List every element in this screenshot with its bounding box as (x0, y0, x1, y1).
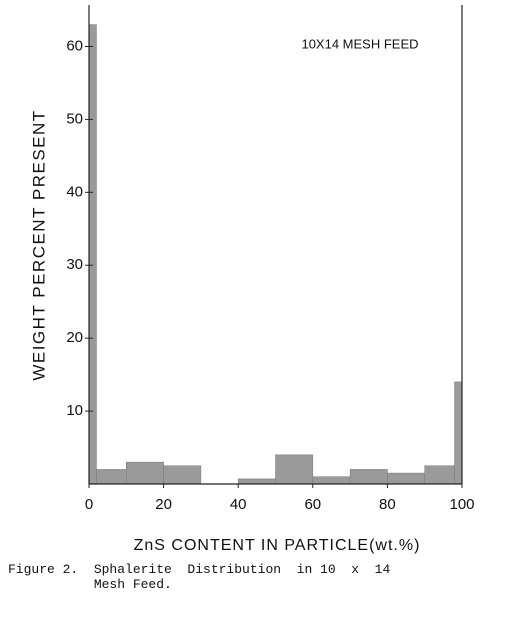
y-tick-label: 10 (66, 402, 83, 419)
annotation: 10X14 MESH FEED (301, 36, 418, 51)
bar (424, 465, 455, 485)
x-tick-label: 0 (85, 496, 93, 513)
y-tick-label: 20 (66, 329, 83, 346)
x-tick-label: 40 (230, 496, 247, 513)
bar (237, 478, 276, 485)
x-axis-label: ZnS CONTENT IN PARTICLE(wt.%) (134, 537, 421, 554)
y-tick-label: 60 (66, 37, 83, 54)
caption: Figure 2. Sphalerite Distribution in 10 … (8, 562, 391, 592)
x-tick-label: 80 (379, 496, 396, 513)
bar (349, 469, 388, 485)
chart: 10X14 MESH FEED ZnS CONTENT IN PARTICLE(… (29, 5, 475, 554)
bar (126, 461, 164, 485)
bar (88, 24, 97, 485)
y-tick-label: 40 (66, 183, 83, 200)
bar (454, 381, 463, 485)
x-tick-label: 20 (155, 496, 172, 513)
bar (275, 454, 314, 485)
bar (96, 469, 127, 485)
bar (163, 465, 202, 485)
bar (312, 476, 351, 485)
y-tick-label: 30 (66, 256, 83, 273)
bar (387, 472, 425, 485)
x-tick-label: 60 (304, 496, 321, 513)
x-tick-label: 100 (449, 496, 474, 513)
y-tick-label: 50 (66, 110, 83, 127)
y-axis-label: WEIGHT PERCENT PRESENT (29, 109, 48, 380)
